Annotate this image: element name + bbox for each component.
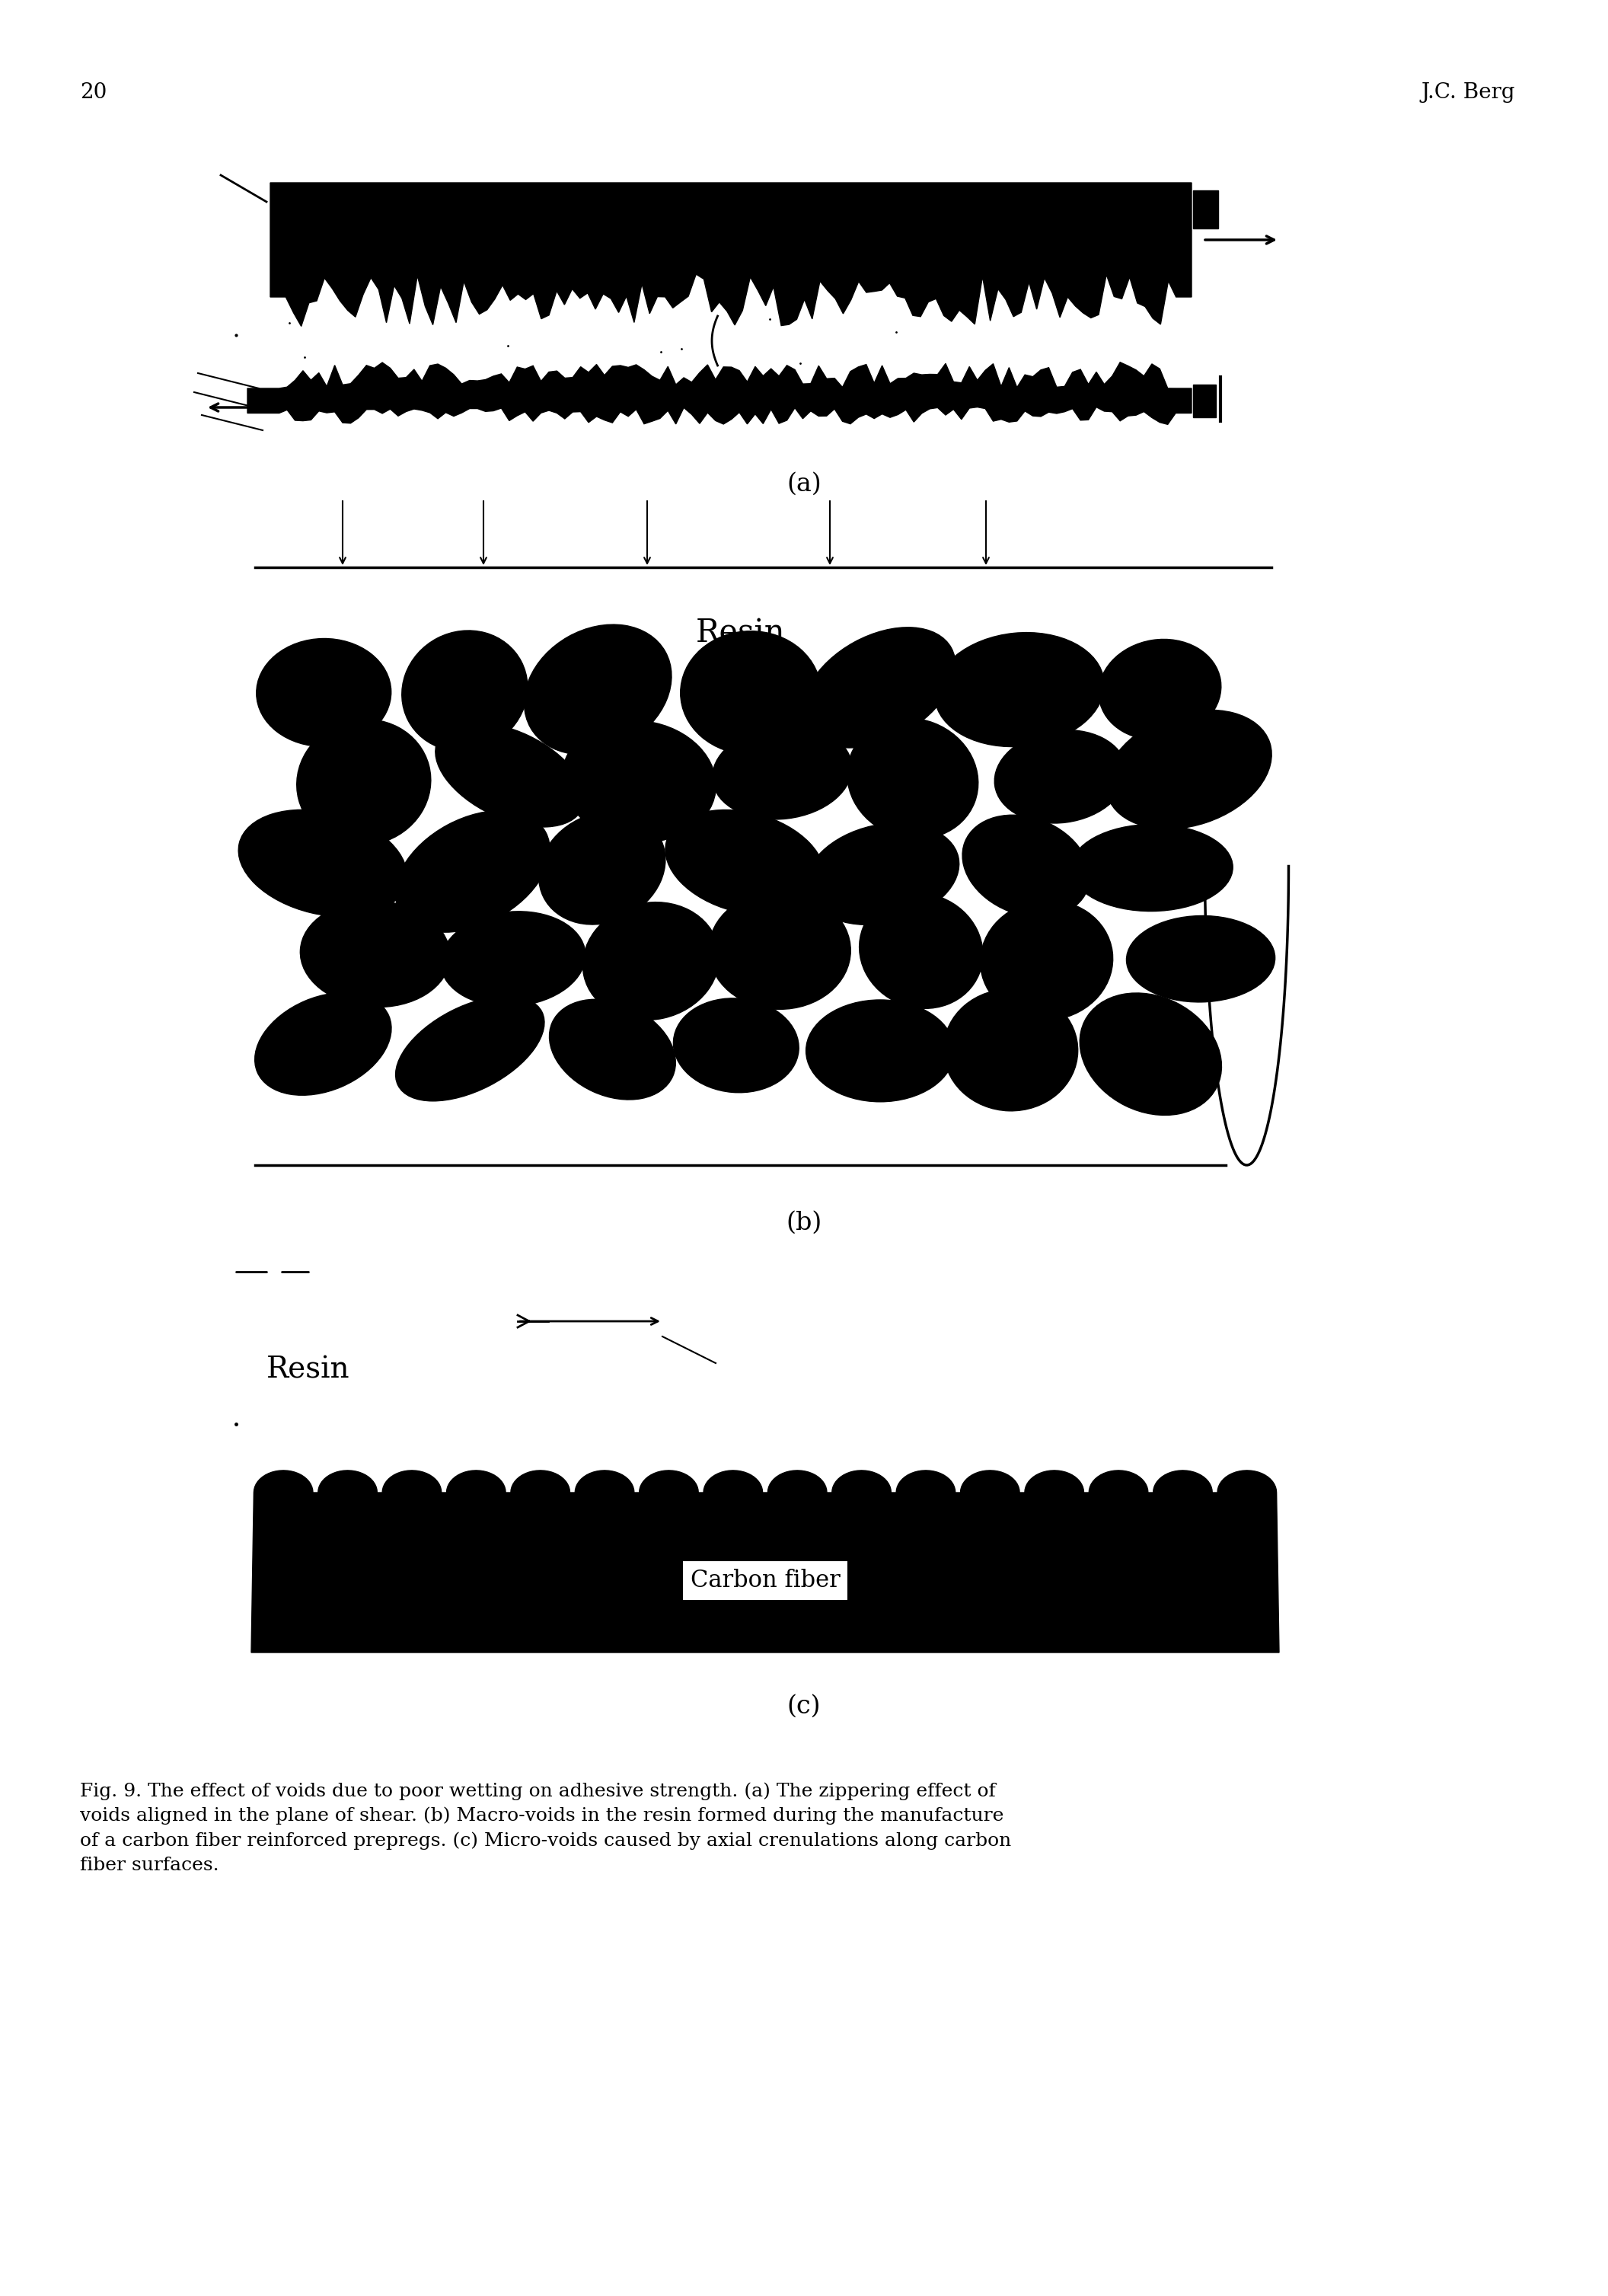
Polygon shape [1193, 191, 1219, 230]
Ellipse shape [806, 822, 958, 925]
Ellipse shape [1106, 709, 1272, 829]
Ellipse shape [238, 810, 407, 916]
Ellipse shape [550, 999, 675, 1100]
Ellipse shape [712, 726, 852, 820]
Ellipse shape [254, 992, 391, 1095]
Ellipse shape [1071, 824, 1233, 912]
Ellipse shape [802, 627, 955, 748]
Text: (a): (a) [786, 473, 822, 496]
Text: Resin: Resin [267, 1355, 351, 1384]
Polygon shape [248, 363, 1192, 425]
Ellipse shape [674, 999, 799, 1093]
Text: (c): (c) [786, 1694, 822, 1720]
Polygon shape [1193, 383, 1216, 418]
Ellipse shape [436, 723, 584, 827]
Polygon shape [251, 1469, 1278, 1653]
Text: Fig. 9. The effect of voids due to poor wetting on adhesive strength. (a) The zi: Fig. 9. The effect of voids due to poor … [80, 1782, 1011, 1874]
Ellipse shape [1127, 916, 1275, 1001]
Ellipse shape [859, 893, 982, 1008]
Ellipse shape [256, 638, 391, 746]
Ellipse shape [402, 631, 527, 751]
Text: Resin: Resin [696, 618, 785, 650]
Ellipse shape [561, 721, 716, 843]
Ellipse shape [934, 631, 1105, 746]
Ellipse shape [709, 891, 851, 1010]
Ellipse shape [301, 900, 450, 1008]
Ellipse shape [847, 719, 978, 838]
Polygon shape [270, 184, 1192, 326]
Text: 20: 20 [80, 83, 106, 103]
Ellipse shape [806, 999, 955, 1102]
Text: (b): (b) [786, 1210, 822, 1235]
Ellipse shape [582, 902, 719, 1019]
Ellipse shape [680, 631, 822, 755]
Ellipse shape [441, 912, 585, 1006]
Ellipse shape [666, 810, 825, 916]
Ellipse shape [297, 719, 431, 845]
Ellipse shape [981, 900, 1113, 1019]
Ellipse shape [962, 815, 1090, 916]
Ellipse shape [524, 625, 672, 755]
Ellipse shape [396, 996, 545, 1102]
Ellipse shape [539, 810, 666, 925]
Text: J.C. Berg: J.C. Berg [1421, 83, 1515, 103]
Text: Carbon fiber: Carbon fiber [690, 1568, 839, 1593]
Ellipse shape [1081, 992, 1222, 1116]
Ellipse shape [396, 810, 550, 932]
Ellipse shape [994, 730, 1127, 824]
Ellipse shape [944, 990, 1077, 1111]
Ellipse shape [1098, 638, 1220, 739]
